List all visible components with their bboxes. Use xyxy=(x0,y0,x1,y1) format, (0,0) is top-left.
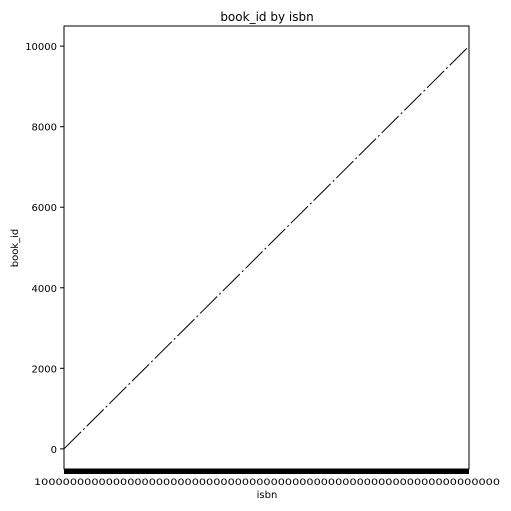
y-axis-ticks: 0 2000 4000 6000 8000 10000 xyxy=(25,42,64,456)
y-tick-label: 4000 xyxy=(32,284,57,295)
y-axis-label: book_id xyxy=(10,229,21,268)
y-tick-label: 6000 xyxy=(32,203,57,214)
chart-title: book_id by isbn xyxy=(220,10,313,24)
x-axis-label: isbn xyxy=(257,490,278,501)
x-axis-tick-band xyxy=(64,469,469,474)
y-tick-label: 0 xyxy=(51,445,57,456)
series-line xyxy=(63,45,470,450)
plot-area xyxy=(63,25,470,470)
y-tick-label: 8000 xyxy=(32,123,57,134)
y-tick-label: 2000 xyxy=(32,364,57,375)
x-axis-tick-labels: 1000000000000000000000000000000000000000… xyxy=(34,478,500,488)
y-tick-label: 10000 xyxy=(25,42,57,53)
